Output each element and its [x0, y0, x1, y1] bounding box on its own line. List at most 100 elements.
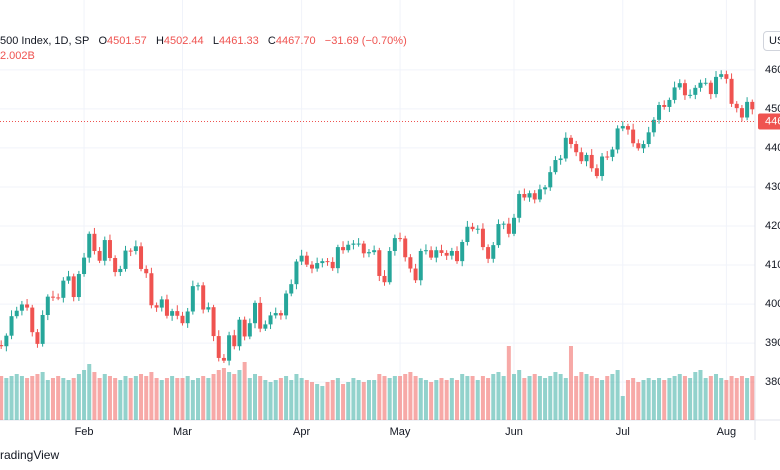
candle-body [408, 257, 413, 269]
volume-bar [40, 372, 45, 420]
volume-bar [392, 376, 397, 420]
y-tick-label: 4600 [765, 64, 780, 76]
candle-body [460, 242, 465, 262]
candle-body [729, 78, 734, 104]
candle-body [688, 94, 693, 96]
volume-bar [615, 370, 620, 420]
volume-bar [118, 380, 123, 420]
volume-bar [491, 374, 496, 420]
candle-body [558, 158, 563, 161]
candle-body [330, 261, 335, 269]
volume-bar [517, 370, 522, 420]
volume-bar [682, 376, 687, 420]
volume-bar [299, 378, 304, 420]
candle-body [589, 154, 594, 169]
currency-button[interactable]: US [763, 31, 780, 51]
candle-body [667, 99, 672, 107]
candle-body [745, 101, 750, 118]
volume-bar [750, 376, 755, 420]
volume-bar [739, 376, 744, 420]
candle-body [123, 250, 128, 269]
candle-body [159, 299, 164, 308]
candle-body [97, 250, 102, 261]
volume-bar [589, 376, 594, 420]
volume-bar [548, 376, 553, 420]
candle-body [455, 250, 460, 262]
candle-body [501, 223, 506, 225]
volume-bar [605, 376, 610, 420]
volume-bar [232, 374, 237, 420]
candle-body [154, 305, 159, 308]
volume-bar [755, 380, 759, 420]
volume-bar [253, 374, 257, 420]
candle-body [82, 257, 87, 275]
volume-bar [242, 362, 247, 420]
ohlc-label: O [98, 35, 108, 47]
candle-body [548, 172, 553, 188]
volume-bar [56, 376, 61, 420]
candle-body [30, 307, 35, 333]
last-price-box [758, 113, 780, 130]
candle-body [563, 137, 568, 159]
candle-body [646, 132, 651, 145]
candle-body [631, 129, 636, 144]
y-tick-label: 3900 [765, 337, 780, 349]
volume-bar [662, 380, 667, 420]
volume-bar [657, 378, 662, 420]
volume-bar [408, 372, 413, 420]
candle-body [253, 302, 257, 324]
volume-bar [703, 378, 708, 420]
last-price-label: 4467.70 [765, 115, 780, 127]
volume-bar [646, 378, 651, 420]
volume-bar [87, 364, 92, 420]
candle-body [263, 324, 268, 329]
volume-bar [641, 380, 646, 420]
candle-body [750, 101, 755, 110]
ohlc-label: L [212, 35, 219, 47]
volume-bar [50, 378, 55, 420]
candle-body [470, 226, 475, 230]
volume-bar [677, 374, 682, 420]
volume-bar [0, 376, 4, 420]
candle-body [164, 299, 169, 316]
volume-bar [470, 376, 475, 420]
candle-body [19, 304, 24, 311]
candle-body [387, 250, 392, 283]
volume-bar [216, 370, 221, 420]
candle-body [4, 335, 9, 347]
volume-bar [201, 376, 206, 420]
candle-body [506, 223, 511, 234]
candle-body [734, 103, 739, 109]
volume-bar [579, 372, 584, 420]
candle-body [625, 126, 630, 130]
candle-body [196, 285, 201, 287]
volume-bar [159, 380, 164, 420]
ohlc-label: C [267, 35, 276, 47]
volume-bar [667, 378, 672, 420]
volume-bar [698, 370, 703, 420]
low-value: 4461.33 [218, 35, 259, 47]
volume-bar [247, 378, 252, 420]
volume-bar [522, 378, 527, 420]
candle-body [175, 311, 180, 316]
volume-bar [330, 380, 335, 420]
y-tick-label: 4300 [765, 181, 780, 193]
candle-body [309, 264, 314, 269]
candle-body [517, 193, 522, 218]
plot [0, 70, 759, 420]
candle-body [434, 250, 439, 258]
candle-body [620, 126, 625, 129]
candle-body [294, 261, 299, 285]
volume-bar [45, 380, 50, 420]
volume-bar [501, 376, 506, 420]
volume-bar [76, 374, 81, 420]
volume-bar [423, 380, 428, 420]
candle-body [128, 250, 133, 252]
volume-bar [734, 378, 739, 420]
candle-body [698, 82, 703, 88]
candle-body [40, 315, 45, 344]
volume-bar [745, 378, 750, 420]
volume-bar [449, 378, 454, 420]
ohlc-label: H [155, 35, 164, 47]
volume-bar [289, 380, 294, 420]
